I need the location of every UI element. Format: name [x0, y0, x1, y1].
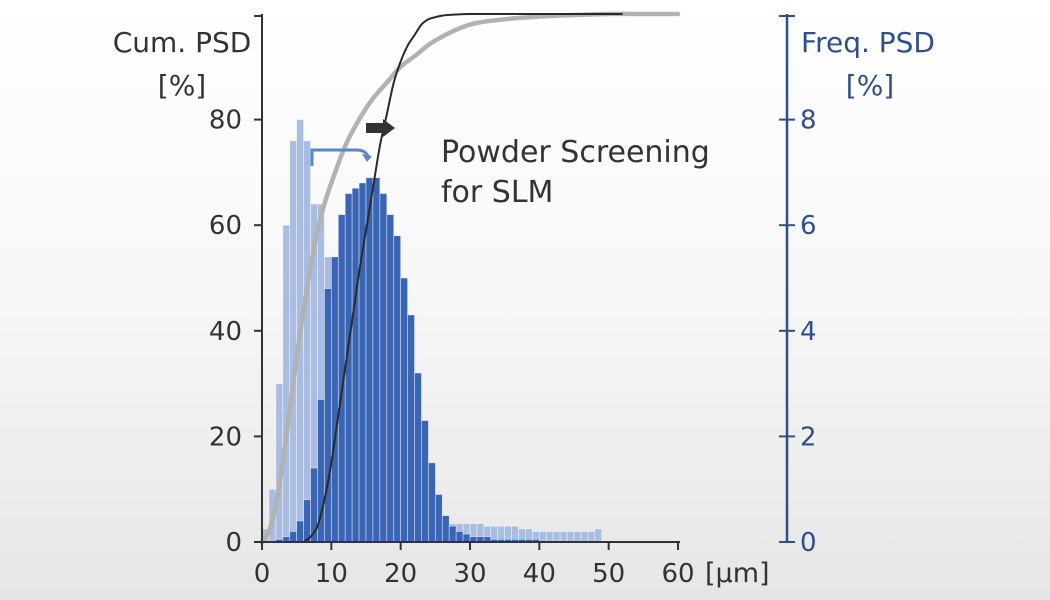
histogram-bar: [393, 235, 402, 543]
x-tick-label: 40: [523, 559, 556, 589]
x-tick-label: 10: [315, 559, 348, 589]
histogram-bar: [386, 214, 395, 543]
histogram-bar: [330, 256, 339, 543]
histogram-bar: [289, 531, 298, 543]
shift-arrow: [310, 148, 372, 166]
histogram-bar: [372, 177, 381, 543]
x-axis-unit-label: [μm]: [705, 558, 770, 589]
histogram-bar: [282, 224, 291, 543]
x-axis-ticks: 0 10 20 30 40 50 60: [254, 542, 695, 589]
cum-curve-raw-powder: [259, 11, 681, 545]
histogram-bar: [552, 531, 561, 543]
y-right-tick-label: 2: [800, 422, 817, 452]
y-right-tick-label: 6: [800, 211, 817, 241]
histogram-bar: [324, 288, 332, 543]
histogram-bar: [303, 499, 311, 543]
histogram-bar: [414, 372, 422, 543]
y-left-tick-label: 40: [209, 317, 242, 347]
y-right-tick-label: 0: [800, 528, 817, 558]
histogram-bar: [428, 462, 436, 543]
histogram-bar: [303, 140, 311, 543]
y-right-title-line-1: Freq. PSD: [801, 26, 935, 59]
histogram-bar: [566, 531, 575, 543]
cum-curve-screened-powder: [302, 12, 623, 543]
annotation-line-1: Powder Screening: [441, 135, 710, 170]
y-left-tick-label: 20: [209, 422, 242, 452]
y-left-tick-label: 80: [209, 106, 242, 136]
y-left-title-line-2: [%]: [158, 69, 206, 102]
y-right-axis-ticks: 0 2 4 6 8: [779, 15, 817, 558]
histogram-bar: [351, 187, 360, 543]
x-tick-label: 0: [254, 559, 271, 589]
histogram-bar: [559, 531, 568, 543]
y-left-tick-label: 60: [209, 211, 242, 241]
histogram-bar: [573, 531, 582, 543]
histogram-bar: [434, 494, 443, 543]
histogram-bar: [545, 531, 554, 543]
histogram-bar: [400, 277, 408, 543]
histogram-bar: [455, 531, 464, 543]
x-tick-label: 30: [453, 559, 486, 589]
histogram-bar: [538, 531, 547, 543]
histogram-bar: [587, 531, 596, 543]
histogram-bar: [407, 314, 415, 543]
x-tick-label: 60: [661, 559, 694, 589]
y-left-tick-label: 0: [225, 528, 242, 558]
y-right-title-line-2: [%]: [846, 69, 894, 102]
cum-shift-arrow: [366, 119, 395, 137]
x-tick-label: 20: [384, 559, 417, 589]
histogram-bar: [344, 193, 353, 543]
histogram-bar: [462, 533, 471, 543]
histogram-bar: [379, 193, 388, 543]
annotation-line-2: for SLM: [441, 175, 553, 210]
histogram-bar: [448, 525, 457, 543]
histogram-bar: [580, 531, 589, 543]
histogram-bar: [365, 177, 374, 543]
histogram-bar: [289, 140, 298, 543]
histogram-bar: [421, 420, 429, 543]
y-right-tick-label: 8: [800, 106, 817, 136]
x-tick-label: 50: [592, 559, 625, 589]
histogram-bar: [594, 528, 603, 543]
y-right-tick-label: 4: [800, 317, 817, 347]
histogram-bar: [441, 515, 450, 543]
histogram-bar: [296, 520, 304, 543]
y-left-title-line-1: Cum. PSD: [113, 26, 252, 59]
y-left-axis-ticks: 0 20 40 60 80: [209, 15, 262, 558]
